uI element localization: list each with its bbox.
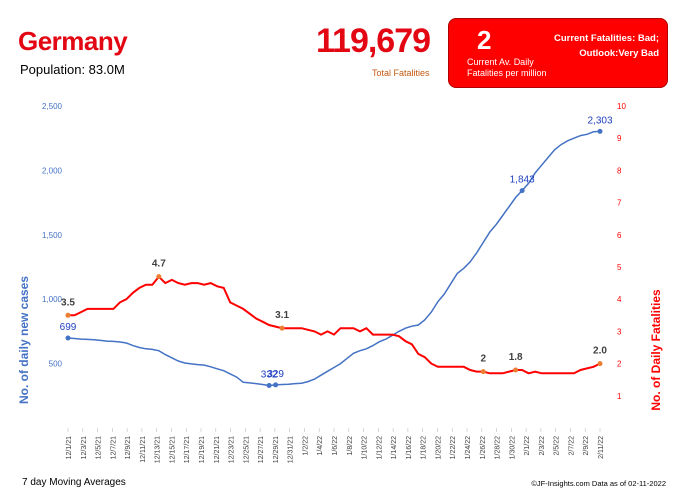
status-box: 2 Current Av. Daily Fatalities per milli… [448,18,668,88]
status-line-outlook: Outlook:Very Bad [579,48,659,59]
x-tick-label: 1/24/22 [465,436,472,459]
right-tick-label: 4 [617,295,622,304]
left-tick-label: 500 [49,360,63,369]
x-tick-label: 12/23/21 [229,436,236,463]
x-tick-label: 12/5/21 [96,436,103,459]
left-tick-label: 1,500 [42,231,63,240]
x-tick-label: 1/8/22 [347,436,354,456]
right-tick-label: 6 [617,231,622,240]
total-fatalities-label: Total Fatalities [372,68,430,78]
fatalities-point-marker [65,312,71,318]
x-tick-label: 1/20/22 [435,436,442,459]
footer-credit: ©JF-Insights.com Data as of 02-11-2022 [531,479,666,488]
x-tick-label: 1/18/22 [421,436,428,459]
fatalities-data-label: 2 [480,354,486,365]
x-tick-label: 12/3/21 [81,436,88,459]
right-tick-label: 7 [617,199,622,208]
x-tick-label: 2/11/22 [598,436,605,459]
x-tick-label: 1/28/22 [495,436,502,459]
cases-point-marker [519,188,525,194]
x-tick-label: 12/1/21 [66,436,73,459]
x-tick-label: 12/29/21 [273,436,280,463]
x-tick-label: 12/27/21 [258,436,265,463]
x-tick-label: 1/2/22 [302,436,309,456]
fatalities-data-label: 2.0 [593,346,607,357]
status-box-label: Current Av. Daily Fatalities per million [467,57,577,79]
x-tick-label: 12/31/21 [288,436,295,463]
cases-data-label: 699 [60,322,77,333]
x-tick-label: 2/5/22 [554,436,561,456]
cases-series-line [67,130,601,387]
right-axis-title: No. of Daily Fatalities [649,289,663,411]
status-box-status: Current Fatalities: Bad; Outlook:Very Ba… [539,31,659,61]
cases-data-label: 329 [267,369,284,380]
fatalities-data-label: 3.5 [61,297,75,308]
cases-point-marker [273,382,279,388]
x-tick-label: 1/16/22 [406,436,413,459]
x-tick-label: 2/9/22 [583,436,590,456]
x-tick-label: 1/12/22 [376,436,383,459]
x-tick-label: 12/19/21 [199,436,206,463]
left-axis-title: No. of daily new cases [17,276,31,404]
right-tick-label: 2 [617,360,622,369]
cases-data-label: 2,303 [587,115,612,126]
fatalities-point-marker [513,367,519,373]
fatalities-point-marker [480,369,486,375]
status-box-label-line2: Fatalities per million [467,68,547,78]
cases-data-label: 1,843 [510,175,535,186]
x-tick-label: 12/25/21 [243,436,250,463]
right-tick-label: 1 [617,392,622,401]
x-tick-label: 1/26/22 [480,436,487,459]
fatalities-data-label: 1.8 [509,352,523,363]
x-tick-label: 1/14/22 [391,436,398,459]
footer-left: 7 day Moving Averages [22,477,126,488]
left-tick-label: 2,500 [42,102,63,111]
right-tick-label: 3 [617,327,622,336]
right-tick-label: 5 [617,263,622,272]
right-tick-label: 10 [617,102,626,111]
country-title: Germany [18,26,128,56]
left-tick-label: 2,000 [42,166,63,175]
x-tick-label: 12/7/21 [110,436,117,459]
fatalities-data-label: 3.1 [275,310,289,321]
cases-point-marker [266,382,272,388]
x-tick-label: 12/11/21 [140,436,147,463]
x-tick-label: 1/4/22 [317,436,324,456]
x-tick-label: 12/13/21 [155,436,162,463]
population-label: Population: 83.0M [20,62,125,77]
x-tick-label: 12/15/21 [169,436,176,463]
fatalities-point-marker [156,274,162,280]
x-tick-label: 2/7/22 [568,436,575,456]
right-tick-label: 9 [617,134,622,143]
status-box-label-line1: Current Av. Daily [467,57,534,67]
status-box-value: 2 [477,25,492,55]
x-tick-label: 1/10/22 [362,436,369,459]
fatalities-point-marker [597,361,603,367]
right-tick-label: 8 [617,166,622,175]
cases-point-marker [65,335,71,341]
cases-data-label: 332 [261,369,278,380]
fatalities-point-marker [279,325,285,331]
x-tick-label: 12/21/21 [214,436,221,463]
x-tick-label: 2/3/22 [539,436,546,456]
x-tick-label: 1/22/22 [450,436,457,459]
status-line-current: Current Fatalities: Bad; [553,33,659,44]
x-tick-label: 12/17/21 [184,436,191,463]
x-tick-label: 2/1/22 [524,436,531,456]
fatalities-series-line [68,275,601,375]
cases-point-marker [597,128,603,134]
total-fatalities-value: 119,679 [316,22,431,60]
left-tick-label: 1,000 [42,295,63,304]
x-tick-label: 1/6/22 [332,436,339,456]
fatalities-data-label: 4.7 [152,259,166,270]
x-tick-label: 12/9/21 [125,436,132,459]
x-tick-label: 1/30/22 [509,436,516,459]
